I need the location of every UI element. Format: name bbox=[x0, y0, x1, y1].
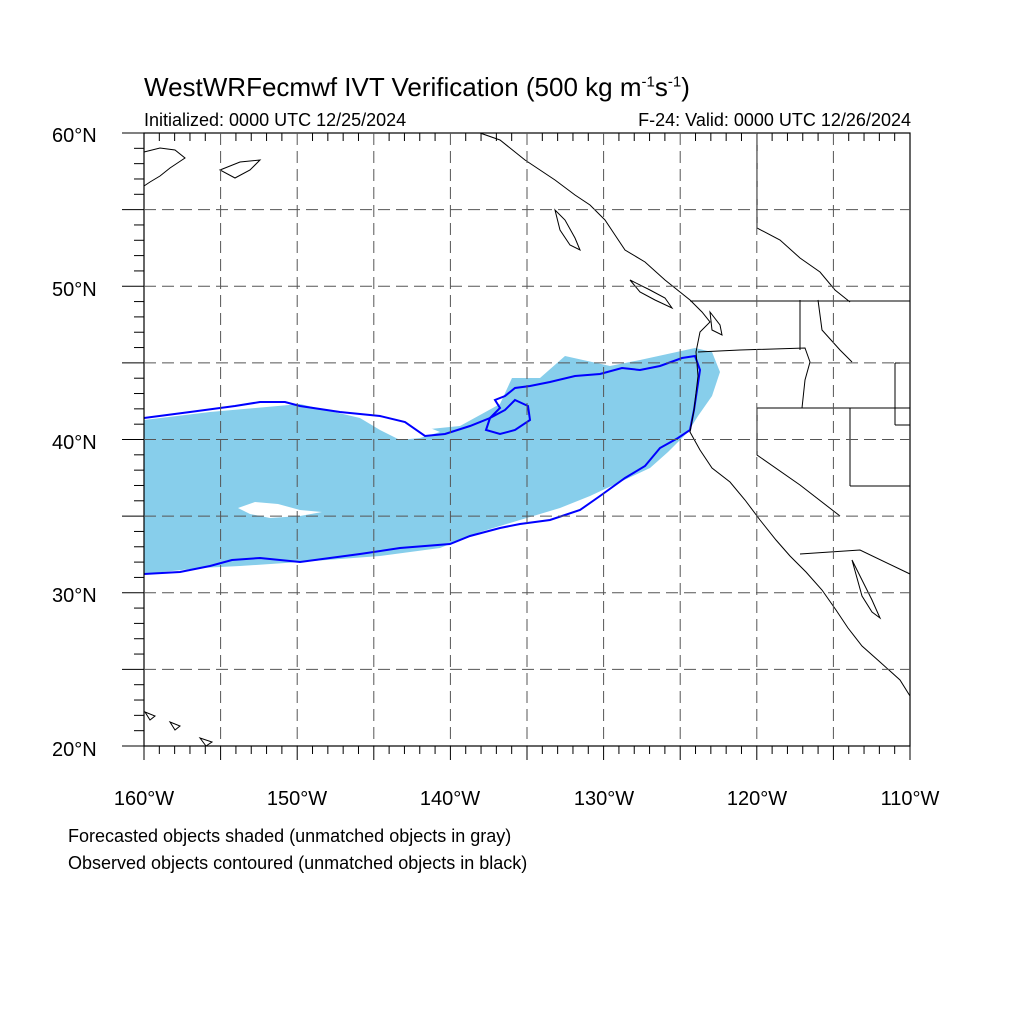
observed-loop bbox=[484, 398, 532, 436]
longitude-labels: 160°W 150°W 140°W 130°W 120°W 110°W bbox=[114, 788, 940, 810]
lon-label-150w: 150°W bbox=[267, 788, 327, 810]
graticule bbox=[144, 133, 910, 746]
title-close: ) bbox=[681, 72, 690, 102]
lon-label-110w: 110°W bbox=[881, 788, 940, 810]
lon-label-130w: 130°W bbox=[574, 788, 634, 810]
tick-marks bbox=[122, 132, 911, 760]
observed-object-contour bbox=[143, 354, 702, 575]
map-title: WestWRFecmwf IVT Verification (500 kg m-… bbox=[144, 72, 690, 103]
footnote-forecast: Forecasted objects shaded (unmatched obj… bbox=[68, 826, 512, 846]
lon-label-140w: 140°W bbox=[420, 788, 480, 810]
lat-label-20n: 20°N bbox=[52, 739, 97, 761]
lat-label-30n: 30°N bbox=[52, 585, 97, 607]
latitude-labels: 60°N 50°N 40°N 30°N 20°N bbox=[52, 125, 97, 761]
political-borders bbox=[690, 133, 911, 575]
valid-time: F-24: Valid: 0000 UTC 12/26/2024 bbox=[638, 110, 911, 130]
title-exponent-2: -1 bbox=[667, 73, 682, 91]
lat-label-60n: 60°N bbox=[52, 125, 97, 147]
lat-label-40n: 40°N bbox=[52, 432, 97, 454]
lon-label-120w: 120°W bbox=[727, 788, 787, 810]
footnote-observed: Observed objects contoured (unmatched ob… bbox=[68, 853, 528, 873]
forecast-gap-north bbox=[360, 416, 440, 440]
lat-label-50n: 50°N bbox=[52, 279, 97, 301]
forecast-gap-interior bbox=[238, 502, 322, 518]
title-middle: s bbox=[654, 72, 668, 102]
title-exponent-1: -1 bbox=[641, 73, 655, 91]
forecast-object-shading bbox=[144, 348, 720, 574]
coastlines bbox=[143, 132, 911, 747]
initialized-time: Initialized: 0000 UTC 12/25/2024 bbox=[144, 110, 407, 130]
lon-label-160w: 160°W bbox=[114, 788, 174, 810]
title-main: WestWRFecmwf IVT Verification (500 kg m bbox=[144, 72, 642, 102]
